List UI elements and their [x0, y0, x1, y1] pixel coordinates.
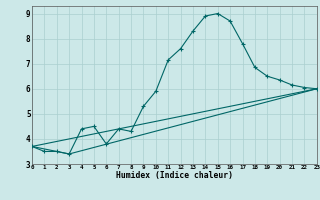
- X-axis label: Humidex (Indice chaleur): Humidex (Indice chaleur): [116, 171, 233, 180]
